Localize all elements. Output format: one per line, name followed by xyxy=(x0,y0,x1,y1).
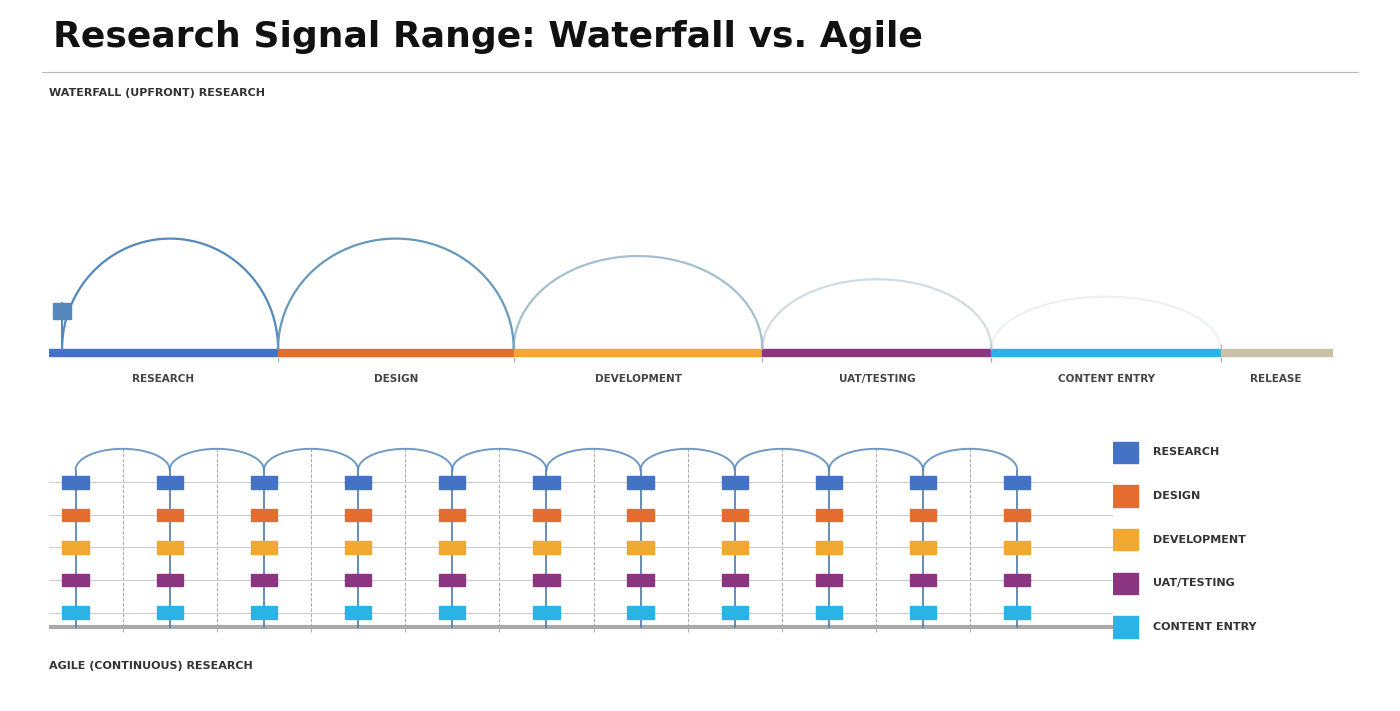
Text: UAT/TESTING: UAT/TESTING xyxy=(1154,578,1235,589)
Bar xyxy=(344,509,371,521)
Bar xyxy=(1113,485,1138,506)
Bar xyxy=(344,574,371,586)
Bar xyxy=(53,304,71,319)
Text: DEVELOPMENT: DEVELOPMENT xyxy=(595,374,682,384)
Text: AGILE (CONTINUOUS) RESEARCH: AGILE (CONTINUOUS) RESEARCH xyxy=(49,661,253,671)
Bar xyxy=(440,476,465,488)
Bar xyxy=(440,509,465,521)
Bar xyxy=(627,574,654,586)
Bar xyxy=(721,476,748,488)
Text: DEVELOPMENT: DEVELOPMENT xyxy=(1154,535,1246,545)
Bar xyxy=(533,541,560,554)
Text: WATERFALL (UPFRONT) RESEARCH: WATERFALL (UPFRONT) RESEARCH xyxy=(49,88,265,98)
Bar xyxy=(1004,606,1030,619)
Text: DESIGN: DESIGN xyxy=(374,374,419,384)
FancyBboxPatch shape xyxy=(763,349,991,356)
Bar xyxy=(627,606,654,619)
Bar xyxy=(533,606,560,619)
Bar xyxy=(63,509,88,521)
Bar xyxy=(344,541,371,554)
Text: RELEASE: RELEASE xyxy=(1250,374,1302,384)
Bar xyxy=(910,574,937,586)
Bar xyxy=(533,476,560,488)
Bar xyxy=(157,541,183,554)
Bar xyxy=(816,476,841,488)
Bar xyxy=(440,606,465,619)
Bar xyxy=(721,574,748,586)
Bar xyxy=(910,509,937,521)
Bar xyxy=(251,574,277,586)
Bar xyxy=(440,574,465,586)
Text: CONTENT ENTRY: CONTENT ENTRY xyxy=(1154,622,1257,632)
Text: RESEARCH: RESEARCH xyxy=(133,374,195,384)
Bar xyxy=(910,606,937,619)
Bar xyxy=(533,509,560,521)
Bar xyxy=(157,476,183,488)
Bar xyxy=(816,574,841,586)
Text: RESEARCH: RESEARCH xyxy=(1154,447,1219,457)
Bar xyxy=(627,541,654,554)
Bar xyxy=(533,574,560,586)
Bar xyxy=(910,476,937,488)
Bar xyxy=(63,574,88,586)
Bar xyxy=(627,509,654,521)
Text: UAT/TESTING: UAT/TESTING xyxy=(839,374,916,384)
Bar xyxy=(251,476,277,488)
Bar xyxy=(721,509,748,521)
Bar xyxy=(157,574,183,586)
Bar xyxy=(63,606,88,619)
Bar xyxy=(251,541,277,554)
Bar xyxy=(1004,541,1030,554)
Bar xyxy=(816,541,841,554)
Bar xyxy=(157,606,183,619)
Bar xyxy=(1113,616,1138,638)
Bar xyxy=(816,606,841,619)
Bar xyxy=(1113,529,1138,550)
Bar xyxy=(721,606,748,619)
Bar xyxy=(251,606,277,619)
Text: CONTENT ENTRY: CONTENT ENTRY xyxy=(1057,374,1155,384)
FancyBboxPatch shape xyxy=(514,349,763,356)
Bar xyxy=(627,476,654,488)
Bar xyxy=(440,541,465,554)
Bar xyxy=(1004,574,1030,586)
Bar xyxy=(1113,572,1138,594)
Bar xyxy=(721,541,748,554)
Bar xyxy=(251,509,277,521)
Bar xyxy=(63,476,88,488)
Bar xyxy=(344,606,371,619)
Bar xyxy=(344,476,371,488)
Bar xyxy=(1113,442,1138,463)
FancyBboxPatch shape xyxy=(49,349,279,356)
FancyBboxPatch shape xyxy=(1221,349,1331,356)
FancyBboxPatch shape xyxy=(991,349,1221,356)
Text: DESIGN: DESIGN xyxy=(1154,491,1201,501)
FancyBboxPatch shape xyxy=(279,349,514,356)
Bar xyxy=(816,509,841,521)
Text: Research Signal Range: Waterfall vs. Agile: Research Signal Range: Waterfall vs. Agi… xyxy=(53,19,923,53)
Bar xyxy=(910,541,937,554)
Bar xyxy=(63,541,88,554)
Bar xyxy=(1004,509,1030,521)
Bar xyxy=(157,509,183,521)
Bar xyxy=(1004,476,1030,488)
